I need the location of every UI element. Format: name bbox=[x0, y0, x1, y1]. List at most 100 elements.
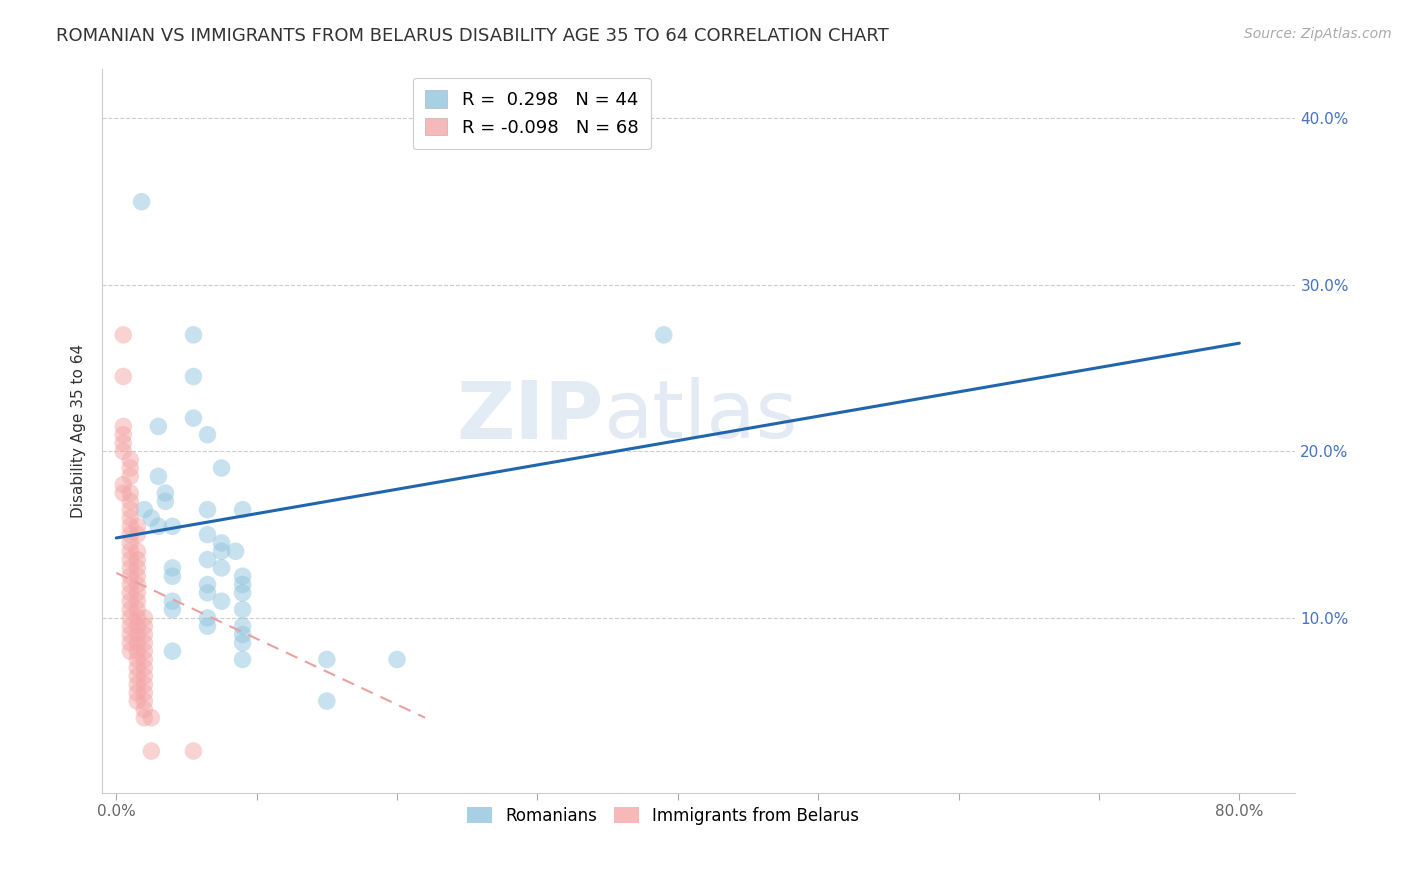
Point bbox=[148, 419, 170, 434]
Point bbox=[120, 594, 142, 608]
Text: ZIP: ZIP bbox=[456, 377, 603, 455]
Point bbox=[120, 619, 142, 633]
Point bbox=[127, 594, 149, 608]
Point bbox=[232, 636, 254, 650]
Point bbox=[120, 611, 142, 625]
Point bbox=[232, 602, 254, 616]
Point bbox=[197, 552, 219, 566]
Point bbox=[134, 619, 156, 633]
Point bbox=[120, 586, 142, 600]
Point bbox=[232, 577, 254, 591]
Text: ROMANIAN VS IMMIGRANTS FROM BELARUS DISABILITY AGE 35 TO 64 CORRELATION CHART: ROMANIAN VS IMMIGRANTS FROM BELARUS DISA… bbox=[56, 27, 889, 45]
Point bbox=[112, 444, 135, 458]
Legend: Romanians, Immigrants from Belarus: Romanians, Immigrants from Belarus bbox=[457, 797, 869, 835]
Point bbox=[232, 627, 254, 641]
Point bbox=[134, 669, 156, 683]
Point bbox=[127, 519, 149, 533]
Point bbox=[232, 502, 254, 516]
Text: atlas: atlas bbox=[603, 377, 797, 455]
Point bbox=[120, 561, 142, 575]
Point bbox=[225, 544, 247, 558]
Point bbox=[120, 502, 142, 516]
Point bbox=[120, 577, 142, 591]
Point bbox=[211, 461, 233, 475]
Point bbox=[141, 744, 163, 758]
Point bbox=[162, 644, 184, 658]
Point bbox=[120, 636, 142, 650]
Point bbox=[127, 561, 149, 575]
Point bbox=[232, 652, 254, 666]
Point bbox=[197, 577, 219, 591]
Point bbox=[134, 694, 156, 708]
Point bbox=[232, 586, 254, 600]
Point bbox=[112, 327, 135, 342]
Point bbox=[120, 569, 142, 583]
Point bbox=[134, 611, 156, 625]
Point bbox=[127, 652, 149, 666]
Point bbox=[134, 644, 156, 658]
Point bbox=[112, 477, 135, 491]
Point bbox=[127, 544, 149, 558]
Point bbox=[134, 686, 156, 700]
Point bbox=[127, 669, 149, 683]
Point bbox=[127, 619, 149, 633]
Point bbox=[197, 527, 219, 541]
Point bbox=[162, 519, 184, 533]
Point bbox=[127, 527, 149, 541]
Point bbox=[211, 561, 233, 575]
Point bbox=[112, 369, 135, 384]
Point bbox=[211, 544, 233, 558]
Point bbox=[120, 536, 142, 550]
Point bbox=[197, 586, 219, 600]
Point bbox=[652, 327, 675, 342]
Point bbox=[127, 569, 149, 583]
Point bbox=[197, 427, 219, 442]
Point bbox=[134, 702, 156, 716]
Point bbox=[315, 652, 337, 666]
Point bbox=[120, 527, 142, 541]
Point bbox=[141, 711, 163, 725]
Y-axis label: Disability Age 35 to 64: Disability Age 35 to 64 bbox=[72, 343, 86, 517]
Point bbox=[120, 494, 142, 508]
Point bbox=[120, 552, 142, 566]
Point bbox=[127, 552, 149, 566]
Point bbox=[127, 577, 149, 591]
Point bbox=[232, 569, 254, 583]
Point bbox=[127, 694, 149, 708]
Point bbox=[134, 652, 156, 666]
Point bbox=[127, 686, 149, 700]
Point bbox=[183, 744, 205, 758]
Point bbox=[112, 427, 135, 442]
Point bbox=[120, 461, 142, 475]
Point bbox=[162, 561, 184, 575]
Point bbox=[120, 627, 142, 641]
Point bbox=[134, 661, 156, 675]
Point bbox=[134, 677, 156, 691]
Point bbox=[127, 586, 149, 600]
Point bbox=[127, 661, 149, 675]
Point bbox=[127, 677, 149, 691]
Point bbox=[134, 502, 156, 516]
Point bbox=[211, 594, 233, 608]
Point bbox=[127, 611, 149, 625]
Point bbox=[183, 411, 205, 425]
Point bbox=[134, 627, 156, 641]
Point bbox=[120, 602, 142, 616]
Point bbox=[197, 502, 219, 516]
Point bbox=[127, 602, 149, 616]
Point bbox=[120, 511, 142, 525]
Point bbox=[120, 544, 142, 558]
Point bbox=[183, 369, 205, 384]
Point bbox=[315, 694, 337, 708]
Point bbox=[131, 194, 153, 209]
Point bbox=[155, 486, 177, 500]
Point bbox=[127, 644, 149, 658]
Point bbox=[148, 519, 170, 533]
Point bbox=[120, 469, 142, 483]
Point bbox=[127, 627, 149, 641]
Point bbox=[112, 486, 135, 500]
Point bbox=[232, 619, 254, 633]
Point bbox=[134, 636, 156, 650]
Point bbox=[120, 452, 142, 467]
Point bbox=[120, 644, 142, 658]
